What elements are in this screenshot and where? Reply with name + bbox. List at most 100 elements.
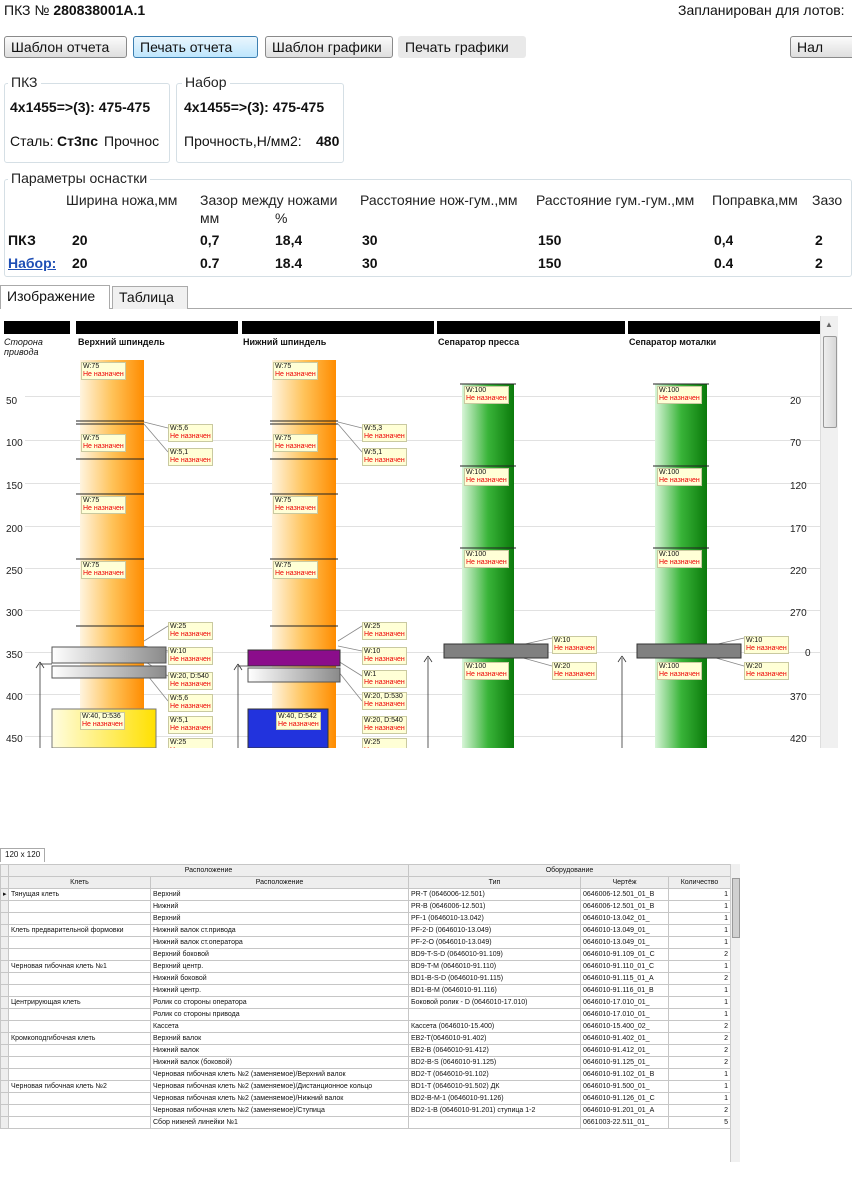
table-cell: 1 bbox=[667, 924, 732, 937]
set-group-title: Набор bbox=[182, 74, 230, 90]
scroll-thumb[interactable] bbox=[823, 336, 837, 428]
row-selector[interactable] bbox=[0, 1092, 9, 1105]
tool-label: W:5,6 Не назначен bbox=[168, 694, 213, 712]
row-selector[interactable] bbox=[0, 936, 9, 949]
table-row[interactable]: Клеть предварительной формовки Нижний вал… bbox=[0, 924, 732, 937]
col-type[interactable]: Тип bbox=[408, 876, 581, 889]
table-row[interactable]: Ролик со стороны привода 0646010-17.010_0… bbox=[0, 1008, 732, 1021]
table-cell: BD2-B-S (0646010-91.125) bbox=[408, 1056, 581, 1069]
set-group bbox=[176, 83, 344, 163]
row-selector[interactable] bbox=[0, 1116, 9, 1129]
table-cell bbox=[8, 1020, 151, 1033]
row-selector[interactable] bbox=[0, 1032, 9, 1045]
col-stand[interactable]: Клеть bbox=[8, 876, 151, 889]
steel-value: Ст3пс bbox=[57, 133, 98, 149]
table-row[interactable]: Черновая гибочная клеть №2 (заменяемое)/… bbox=[0, 1092, 732, 1105]
table-row[interactable]: Центрирующая клеть Ролик со стороны опера… bbox=[0, 996, 732, 1009]
row-selector[interactable]: ▸ bbox=[0, 888, 9, 901]
table-cell bbox=[8, 948, 151, 961]
row-selector[interactable] bbox=[0, 1008, 9, 1021]
set-value: 18.4 bbox=[275, 255, 303, 271]
table-row[interactable]: Нижний центр. BD1-B-M (0646010-91.116) 064… bbox=[0, 984, 732, 997]
lots-button[interactable]: Нал bbox=[790, 36, 852, 58]
table-scrollbar[interactable] bbox=[730, 864, 740, 1162]
col-correction: Поправка,мм bbox=[712, 192, 798, 208]
report-template-button[interactable]: Шаблон отчета bbox=[4, 36, 127, 58]
row-selector[interactable] bbox=[0, 960, 9, 973]
tool-label: W:75 Не назначен bbox=[273, 434, 318, 452]
print-graphics-button[interactable]: Печать графики bbox=[398, 36, 526, 58]
table-row[interactable]: Нижний PR-B (0646006-12.501) 0646006-12.50… bbox=[0, 900, 732, 913]
col-location[interactable]: Расположение bbox=[150, 876, 409, 889]
set-value: 0.7 bbox=[200, 255, 220, 271]
table-row[interactable]: Сбор нижней линейки №1 0661003-22.511_01_… bbox=[0, 1116, 732, 1129]
tool-label: W:100 Не назначен bbox=[657, 662, 702, 680]
tool-label: W:5,6 Не назначен bbox=[168, 424, 213, 442]
row-selector[interactable] bbox=[0, 912, 9, 925]
row-selector[interactable] bbox=[0, 948, 9, 961]
row-selector[interactable] bbox=[0, 1068, 9, 1081]
table-cell: 0646010-13.049_01_ bbox=[580, 936, 669, 949]
table-row[interactable]: ▸ Тянущая клеть Верхний PR-T (0646006-12.50… bbox=[0, 888, 732, 901]
table-cell: 0646010-91.201_01_A bbox=[580, 1104, 669, 1117]
set-link[interactable]: Набор: bbox=[8, 255, 57, 271]
table-cell bbox=[8, 1056, 151, 1069]
tab-table[interactable]: Таблица bbox=[112, 286, 188, 309]
tool-label: W:20 Не назначен bbox=[744, 662, 789, 680]
table-row[interactable]: Черновая гибочная клеть №2 (заменяемое)/… bbox=[0, 1068, 732, 1081]
col-drawing[interactable]: Чертёж bbox=[580, 876, 669, 889]
row-selector[interactable] bbox=[0, 1044, 9, 1057]
pkz-value: 18,4 bbox=[275, 232, 303, 248]
row-selector[interactable] bbox=[0, 1104, 9, 1117]
table-row[interactable]: Черновая гибочная клеть №2 Черновая гибоч… bbox=[0, 1080, 732, 1093]
tool-label: W:100 Не назначен bbox=[464, 550, 509, 568]
col-quantity[interactable]: Количество bbox=[667, 876, 732, 889]
table-row[interactable]: Кромкоподгибочная клеть Верхний валок EB2-… bbox=[0, 1032, 732, 1045]
table-row[interactable]: Нижний валок EB2-B (0646010-91.412) 064601… bbox=[0, 1044, 732, 1057]
table-cell: Ролик со стороны оператора bbox=[150, 996, 409, 1009]
tool-label: W:100 Не назначен bbox=[657, 550, 702, 568]
table-cell: BD1-B-M (0646010-91.116) bbox=[408, 984, 581, 997]
row-selector[interactable] bbox=[0, 1056, 9, 1069]
row-selector[interactable] bbox=[0, 972, 9, 985]
table-row[interactable]: Верхний PF-1 (0646010-13.042) 0646010-13.0… bbox=[0, 912, 732, 925]
drawing-scrollbar[interactable]: ▲ bbox=[820, 316, 838, 748]
table-scroll-thumb[interactable] bbox=[732, 878, 740, 938]
tool-label: W:100 Не назначен bbox=[464, 386, 509, 404]
table-cell: 2 bbox=[667, 948, 732, 961]
tab-image[interactable]: Изображение bbox=[0, 285, 110, 309]
table-cell: 2 bbox=[667, 1044, 732, 1057]
table-row[interactable]: Черновая гибочная клеть №2 (заменяемое)/… bbox=[0, 1104, 732, 1117]
table-row[interactable]: Черновая гибочная клеть №1 Верхний центр.… bbox=[0, 960, 732, 973]
tool-label: W:75 Не назначен bbox=[273, 362, 318, 380]
row-selector[interactable] bbox=[0, 900, 9, 913]
row-selector[interactable] bbox=[0, 924, 9, 937]
print-report-button[interactable]: Печать отчета bbox=[133, 36, 258, 58]
row-selector[interactable] bbox=[0, 996, 9, 1009]
left-tick: 100 bbox=[6, 438, 23, 449]
scroll-up-icon[interactable]: ▲ bbox=[825, 320, 833, 329]
graphics-template-button[interactable]: Шаблон графики bbox=[265, 36, 393, 58]
column-header-bar bbox=[437, 321, 625, 334]
tab-table-size[interactable]: 120 x 120 bbox=[0, 848, 46, 862]
row-selector[interactable] bbox=[0, 1080, 9, 1093]
table-cell: 0646010-13.042_01_ bbox=[580, 912, 669, 925]
table-cell: 0646010-13.049_01_ bbox=[580, 924, 669, 937]
table-cell: 0646010-91.500_01_ bbox=[580, 1080, 669, 1093]
table-cell: 0646006-12.501_01_B bbox=[580, 888, 669, 901]
table-row[interactable]: Нижний валок (боковой) BD2-B-S (0646010-9… bbox=[0, 1056, 732, 1069]
group-header-equipment: Оборудование bbox=[407, 864, 732, 877]
row-selector[interactable] bbox=[0, 1020, 9, 1033]
table-row[interactable]: Нижний валок ст.оператора PF-2-O (0646010… bbox=[0, 936, 732, 949]
row-selector[interactable] bbox=[0, 984, 9, 997]
table-cell: Черновая гибочная клеть №2 bbox=[8, 1080, 151, 1093]
params-title: Параметры оснастки bbox=[8, 170, 151, 186]
table-cell: BD9-T-S-D (0646010-91.109) bbox=[408, 948, 581, 961]
table-row[interactable]: Кассета Кассета (0646010-15.400) 0646010-1… bbox=[0, 1020, 732, 1033]
table-cell: 1 bbox=[667, 996, 732, 1009]
tool-label: W:75 Не назначен bbox=[81, 362, 126, 380]
table-row[interactable]: Нижний боковой BD1-B-S-D (0646010-91.115)… bbox=[0, 972, 732, 985]
table-row[interactable]: Верхний боковой BD9-T-S-D (0646010-91.109… bbox=[0, 948, 732, 961]
right-tick: 20 bbox=[790, 396, 802, 407]
